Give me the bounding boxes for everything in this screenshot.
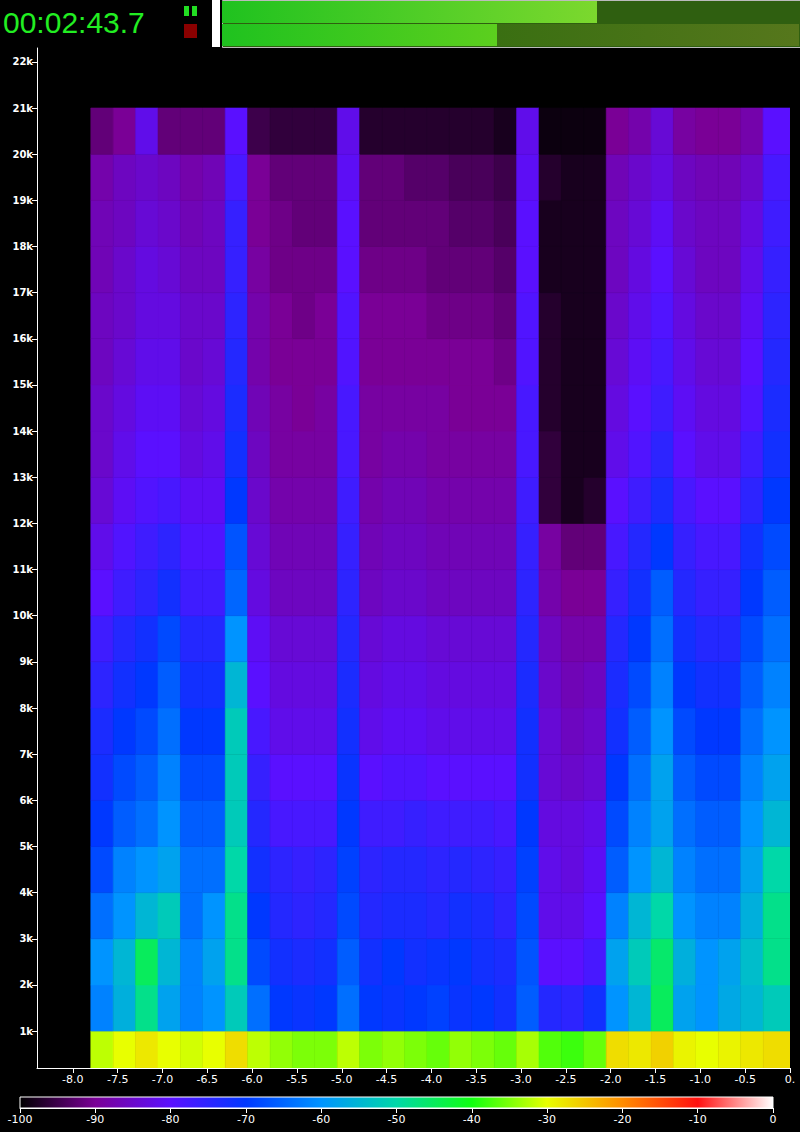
svg-text:4k: 4k (19, 887, 33, 898)
svg-text:15k: 15k (12, 379, 33, 390)
svg-text:-10: -10 (689, 1113, 707, 1126)
svg-text:-40: -40 (463, 1113, 481, 1126)
svg-text:12k: 12k (12, 518, 33, 529)
svg-text:-30: -30 (538, 1113, 556, 1126)
svg-text:-50: -50 (388, 1113, 406, 1126)
svg-text:-90: -90 (86, 1113, 104, 1126)
svg-text:-5.0: -5.0 (331, 1073, 352, 1086)
svg-text:5k: 5k (19, 841, 33, 852)
svg-text:17k: 17k (12, 287, 33, 298)
svg-text:22k: 22k (12, 56, 33, 67)
svg-text:10k: 10k (12, 610, 33, 621)
svg-text:-3.0: -3.0 (510, 1073, 531, 1086)
svg-text:7k: 7k (19, 749, 33, 760)
svg-text:20k: 20k (12, 149, 33, 160)
svg-text:-4.5: -4.5 (376, 1073, 397, 1086)
svg-text:-6.0: -6.0 (241, 1073, 262, 1086)
svg-text:-60: -60 (312, 1113, 330, 1126)
svg-text:3k: 3k (19, 933, 33, 944)
svg-text:9k: 9k (19, 656, 33, 667)
svg-text:-7.0: -7.0 (152, 1073, 173, 1086)
svg-text:-1.5: -1.5 (645, 1073, 666, 1086)
svg-text:2k: 2k (19, 979, 33, 990)
svg-text:6k: 6k (19, 795, 33, 806)
svg-text:-0.5: -0.5 (734, 1073, 755, 1086)
svg-text:-3.5: -3.5 (466, 1073, 487, 1086)
svg-text:14k: 14k (12, 426, 33, 437)
svg-text:18k: 18k (12, 241, 33, 252)
svg-text:-2.0: -2.0 (600, 1073, 621, 1086)
svg-text:-7.5: -7.5 (107, 1073, 128, 1086)
svg-text:16k: 16k (12, 333, 33, 344)
svg-text:00:02:43.7: 00:02:43.7 (3, 6, 145, 39)
svg-text:19k: 19k (12, 195, 33, 206)
svg-text:-100: -100 (8, 1113, 33, 1126)
svg-text:-5.5: -5.5 (286, 1073, 307, 1086)
svg-text:-8.0: -8.0 (62, 1073, 83, 1086)
svg-text:13k: 13k (12, 472, 33, 483)
svg-text:0: 0 (770, 1113, 777, 1126)
svg-text:11k: 11k (12, 564, 33, 575)
svg-text:-1.0: -1.0 (690, 1073, 711, 1086)
svg-text:8k: 8k (19, 703, 33, 714)
svg-text:-20: -20 (613, 1113, 631, 1126)
svg-text:-2.5: -2.5 (555, 1073, 576, 1086)
svg-text:-80: -80 (162, 1113, 180, 1126)
svg-text:21k: 21k (12, 103, 33, 114)
svg-text:-4.0: -4.0 (421, 1073, 442, 1086)
svg-text:-6.5: -6.5 (197, 1073, 218, 1086)
svg-text:-70: -70 (237, 1113, 255, 1126)
svg-text:0.: 0. (785, 1073, 796, 1086)
svg-text:1k: 1k (19, 1026, 33, 1037)
